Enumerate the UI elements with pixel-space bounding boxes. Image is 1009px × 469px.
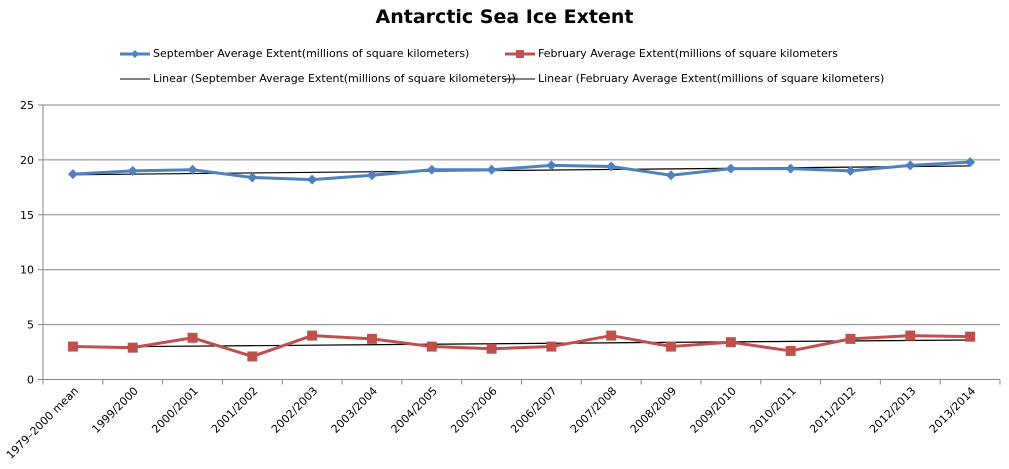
data-point-square: [845, 333, 856, 344]
data-point-square: [426, 341, 437, 352]
series-line: [72, 160, 971, 182]
trendlines: [72, 165, 971, 348]
data-point-diamond: [67, 169, 78, 180]
data-point-diamond: [905, 160, 916, 171]
data-point-square: [67, 341, 78, 352]
y-tick-label: 15: [20, 209, 34, 222]
legend-label: February Average Extent(millions of squa…: [538, 47, 838, 60]
legend-line-icon: [505, 74, 535, 84]
series-line: [72, 334, 971, 358]
data-point-square: [247, 351, 258, 362]
data-point-diamond: [785, 163, 796, 174]
data-point-diamond: [426, 164, 437, 175]
legend-square-marker-icon: [505, 49, 535, 59]
x-tick-label: 2007/2008: [568, 384, 619, 435]
data-point-square: [486, 343, 497, 354]
data-point-diamond: [127, 165, 138, 176]
data-point-diamond: [965, 157, 976, 168]
y-tick-label: 0: [27, 374, 34, 387]
x-tick-label: 2000/2001: [149, 384, 200, 435]
legend-item-february: February Average Extent(millions of squa…: [505, 47, 838, 60]
data-point-square: [785, 345, 796, 356]
x-tick-label: 2003/2004: [329, 384, 380, 435]
data-point-square: [905, 330, 916, 341]
data-point-diamond: [247, 172, 258, 183]
gridlines: [43, 104, 1000, 326]
data-point-square: [366, 333, 377, 344]
legend-item-september-trend: Linear (September Average Extent(million…: [120, 72, 516, 85]
data-point-diamond: [845, 165, 856, 176]
x-tick-label: 1999/2000: [89, 384, 140, 435]
legend-item-september: September Average Extent(millions of squ…: [120, 47, 469, 60]
data-point-square: [307, 330, 318, 341]
x-tick-label: 2010/2011: [747, 384, 798, 435]
legend-label: Linear (September Average Extent(million…: [153, 72, 516, 85]
y-tick-label: 10: [20, 264, 34, 277]
data-point-square: [725, 337, 736, 348]
legend-label: September Average Extent(millions of squ…: [153, 47, 470, 60]
y-tick-label: 20: [20, 154, 34, 167]
x-tick-label: 2012/2013: [867, 384, 918, 435]
x-tick-label: 2009/2010: [688, 384, 739, 435]
x-tick-label: 2006/2007: [508, 384, 559, 435]
x-tick-label: 2001/2002: [209, 384, 260, 435]
x-tick-label: 2011/2012: [807, 384, 858, 435]
x-tick-label: 2008/2009: [628, 384, 679, 435]
y-tick-label: 25: [20, 99, 34, 112]
y-tick-label: 5: [27, 319, 34, 332]
data-point-diamond: [666, 170, 677, 181]
chart-title: Antarctic Sea Ice Extent: [375, 6, 634, 28]
legend-label: Linear (February Average Extent(millions…: [538, 72, 885, 85]
data-point-diamond: [486, 164, 497, 175]
series-markers: [67, 157, 976, 362]
x-tick-label: 2004/2005: [388, 384, 439, 435]
data-point-square: [187, 332, 198, 343]
x-tick-label: 2002/2003: [269, 384, 320, 435]
data-point-square: [965, 331, 976, 342]
data-point-square: [546, 341, 557, 352]
tick-labels: 0 5 10 15 20 25 1979–2000 mean 1999/2000 2000/20…: [4, 99, 978, 462]
series-lines: [72, 160, 971, 358]
data-point-diamond: [546, 160, 557, 171]
axes: [38, 104, 1001, 385]
data-point-diamond: [606, 161, 617, 172]
data-point-diamond: [725, 163, 736, 174]
data-point-square: [666, 341, 677, 352]
x-tick-label: 1979–2000 mean: [4, 384, 81, 461]
data-point-diamond: [187, 164, 198, 175]
legend-line-icon: [120, 74, 150, 84]
data-point-diamond: [366, 170, 377, 181]
data-point-square: [606, 330, 617, 341]
x-tick-label: 2005/2006: [448, 384, 499, 435]
x-tick-label: 2013/2014: [927, 384, 978, 435]
legend-diamond-marker-icon: [120, 49, 150, 59]
data-point-diamond: [307, 174, 318, 185]
legend-item-february-trend: Linear (February Average Extent(millions…: [505, 72, 884, 85]
data-point-square: [127, 342, 138, 353]
